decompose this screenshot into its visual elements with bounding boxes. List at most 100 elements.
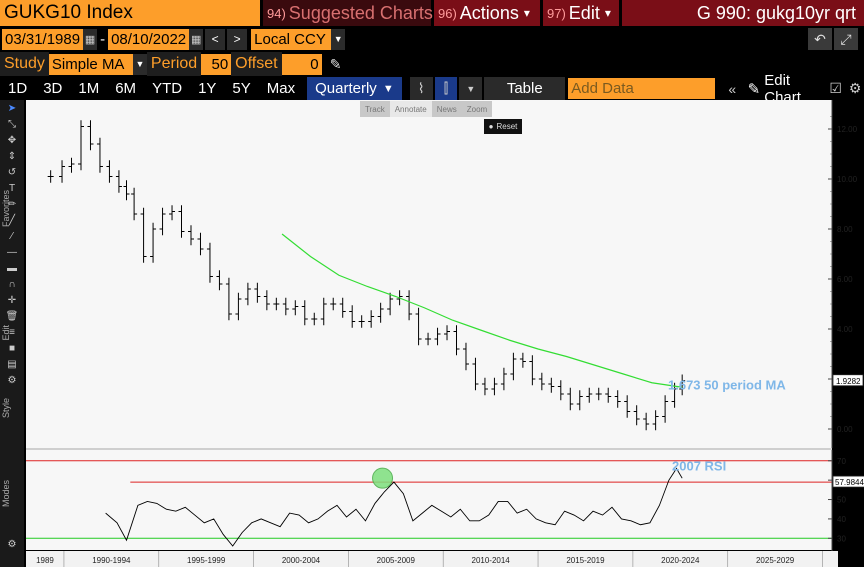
ohlc-bar (254, 282, 261, 303)
timeframe-ytd[interactable]: YTD (144, 77, 191, 100)
ohlc-bar (605, 387, 612, 403)
offset-value: 0 (310, 55, 319, 73)
study-select[interactable]: Simple MA (48, 53, 133, 75)
delete-icon[interactable]: 🗑 (5, 310, 19, 322)
end-date: 08/10/2022 (111, 30, 187, 48)
rsi-annotation: 2007 RSI (672, 458, 726, 473)
mode-annotate[interactable]: Annotate (389, 101, 432, 117)
ohlc-bar (47, 170, 54, 183)
frequency-select[interactable]: Quarterly ▼ (307, 77, 402, 100)
edit-menu[interactable]: 97) Edit ▾ (543, 0, 619, 26)
timeframe-1d[interactable]: 1D (0, 77, 36, 100)
ohlc-bar (311, 312, 318, 326)
lines-icon[interactable]: ≡ (9, 326, 15, 338)
last-price-label: 1.9282 (836, 377, 861, 386)
expand-icon[interactable]: ⤢ (834, 28, 858, 50)
table-button[interactable]: Table (484, 77, 566, 100)
zoom-icon[interactable]: ⤡ (8, 118, 16, 130)
calendar-icon[interactable]: ▦ (83, 28, 98, 50)
y-tick-label: 4.00 (837, 325, 853, 334)
mode-zoom[interactable]: Zoom (466, 104, 488, 114)
undo-icon[interactable]: ↺ (7, 166, 17, 178)
timeframe-1m[interactable]: 1M (70, 77, 108, 100)
chart-title-label: G 990: gukg10yr qrt (696, 2, 856, 23)
bar-chart-icon[interactable]: ⫿ (434, 77, 458, 100)
ohlc-bar (406, 290, 413, 321)
chevron-down-icon[interactable]: ▼ (331, 28, 346, 50)
timeframe-5y[interactable]: 5Y (224, 77, 259, 100)
horizontal-line-icon[interactable]: — (7, 246, 17, 258)
ohlc-bar (472, 357, 479, 391)
ohlc-bar (491, 377, 498, 396)
rsi-tick-label: 50 (837, 496, 846, 505)
settings-gear-icon[interactable]: ⚙ (7, 538, 17, 550)
currency-select[interactable]: Local CCY (251, 28, 332, 50)
timeframe-6m[interactable]: 6M (107, 77, 145, 100)
chevron-down-icon[interactable]: ▼ (132, 53, 147, 75)
suggested-label: Suggested Charts (288, 2, 433, 23)
undo-icon[interactable]: ↶ (808, 28, 832, 50)
ohlc-bar (187, 225, 194, 246)
actions-menu[interactable]: 96) Actions ▾ (434, 0, 540, 26)
chevron-right-icon[interactable]: > (227, 28, 248, 50)
timeframe-max[interactable]: Max (258, 77, 304, 100)
gear-icon[interactable]: ⚙ (846, 77, 864, 100)
bars-icon[interactable]: ▬ (7, 262, 17, 274)
settings-edit-icon[interactable]: ☑ (826, 77, 845, 100)
mode-news[interactable]: News (436, 104, 457, 114)
cursor-icon[interactable]: ➤ (7, 102, 17, 114)
end-date-field[interactable]: 08/10/2022 (108, 28, 190, 50)
ohlc-bar (548, 377, 555, 393)
rsi-last-label: 57.9844 (835, 478, 864, 487)
chart-area[interactable]: 0.002.004.006.008.0010.0012.001.92821.67… (0, 100, 864, 567)
study-label: Study (0, 52, 49, 76)
layers-icon[interactable]: ▤ (7, 358, 17, 370)
reset-button[interactable]: ● Reset (484, 119, 522, 134)
rsi-highlight-circle (372, 467, 394, 489)
ohlc-bar (96, 137, 103, 173)
rsi-tick-label: 40 (837, 515, 846, 524)
crosshair-icon[interactable]: ✥ (7, 134, 17, 146)
collapse-icon[interactable]: « (720, 77, 744, 100)
chevron-down-icon: ▼ (382, 82, 394, 95)
move-icon[interactable]: ✛ (7, 294, 17, 306)
line-icon[interactable]: ╱ (8, 214, 16, 226)
settings-icon[interactable]: ⚙ (7, 374, 17, 386)
magnet-icon[interactable]: ∩ (8, 278, 16, 290)
ohlc-bar (59, 160, 66, 183)
text-icon[interactable]: T (8, 182, 16, 194)
add-data-input[interactable]: Add Data (568, 78, 715, 99)
calendar-icon[interactable]: ▦ (189, 28, 204, 50)
ohlc-bar (557, 380, 564, 401)
period-field[interactable]: 50 (201, 53, 232, 75)
ohlc-bar (106, 160, 113, 183)
timeframe-1y[interactable]: 1Y (190, 77, 225, 100)
pencil-icon[interactable]: ✏ (7, 198, 17, 210)
timeframe-3d[interactable]: 3D (35, 77, 71, 100)
chevron-down-icon: ▾ (523, 6, 530, 20)
ohlc-bar (216, 270, 223, 291)
chevron-left-icon[interactable]: < (205, 28, 226, 50)
suggested-charts-menu[interactable]: 94) Suggested Charts (263, 0, 433, 26)
color-icon[interactable]: ■ (8, 342, 16, 354)
line-chart-icon[interactable]: ⌇ (409, 77, 433, 100)
trendline-icon[interactable]: ⁄ (11, 230, 13, 242)
start-date-field[interactable]: 03/31/1989 (2, 28, 84, 50)
edit-chart-button[interactable]: ✎ Edit Chart (743, 72, 825, 106)
reset-dot-icon: ● (488, 122, 494, 131)
panel-divider (26, 448, 832, 450)
mode-track[interactable]: Track (365, 104, 385, 114)
pencil-icon[interactable]: ✎ (323, 53, 348, 75)
ticker-field[interactable]: GUKG10 Index (0, 0, 260, 26)
study-value: Simple MA (51, 55, 125, 73)
chevron-down-icon[interactable]: ▼ (459, 77, 483, 100)
offset-field[interactable]: 0 (281, 53, 322, 75)
fit-icon[interactable]: ⇕ (7, 150, 17, 162)
ohlc-bar (150, 222, 157, 263)
ohlc-bar (586, 387, 593, 403)
ma-line (281, 233, 683, 388)
reset-label: Reset (496, 122, 518, 131)
currency-value: Local CCY (254, 30, 326, 48)
chart-toolbar: 1D 3D 1M 6M YTD 1Y 5Y Max Quarterly ▼ ⌇ ⫿ ▼ Tab… (0, 72, 864, 106)
x-tick-label: 1989 (36, 556, 54, 565)
